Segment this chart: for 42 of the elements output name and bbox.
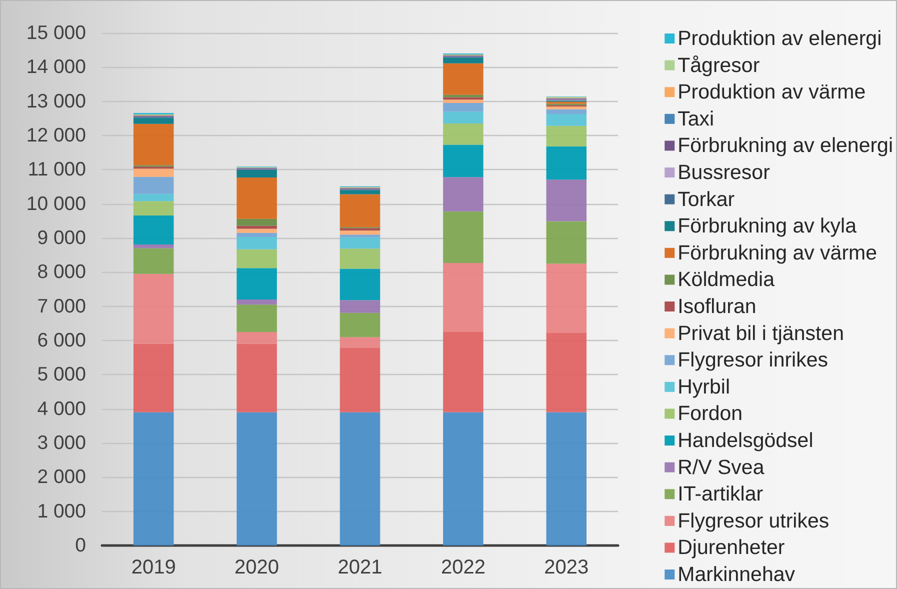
- y-tick-label: 8 000: [37, 261, 86, 284]
- legend-label: Flygresor utrikes: [678, 509, 830, 532]
- y-tick-label: 12 000: [26, 124, 86, 146]
- y-tick-label: 7 000: [37, 295, 86, 318]
- legend-label: Torkar: [678, 188, 735, 211]
- y-tick-label: 2 000: [37, 466, 86, 488]
- y-tick-label: 0: [75, 534, 86, 556]
- legend-label: Bussresor: [678, 161, 770, 184]
- legend-label: Produktion av värme: [678, 80, 866, 104]
- legend-label: Köldmedia: [678, 268, 776, 292]
- x-tick-label: 2022: [440, 556, 486, 578]
- x-tick-label: 2019: [131, 556, 176, 578]
- y-tick-label: 4 000: [37, 398, 86, 420]
- y-tick-label: 5 000: [37, 364, 86, 386]
- legend-label: Markinnehav: [678, 563, 796, 586]
- legend-label: Förbrukning av kyla: [678, 214, 858, 238]
- legend-label: IT-artiklar: [678, 482, 764, 506]
- legend-label: Handelsgödsel: [678, 429, 814, 452]
- legend-label: Taxi: [678, 107, 714, 130]
- y-tick-label: 11 000: [28, 158, 86, 181]
- legend-label: Hyrbil: [678, 375, 730, 398]
- y-tick-label: 14 000: [26, 56, 86, 78]
- y-tick-label: 1 000: [37, 500, 86, 522]
- legend-label: Fordon: [678, 402, 743, 426]
- y-tick-label: 6 000: [37, 330, 86, 352]
- x-tick-label: 2020: [234, 556, 280, 578]
- legend-label: Förbrukning av elenergi: [678, 134, 894, 158]
- legend-label: R/V Svea: [678, 456, 765, 479]
- legend-label: Tågresor: [678, 54, 760, 77]
- legend-label: Förbrukning av värme: [678, 241, 878, 264]
- x-tick-label: 2021: [338, 556, 382, 578]
- y-tick-label: 10 000: [26, 192, 86, 215]
- legend-label: Djurenheter: [678, 536, 785, 560]
- y-tick-label: 13 000: [26, 90, 86, 112]
- y-tick-label: 15 000: [26, 22, 86, 44]
- y-tick-label: 3 000: [37, 432, 86, 454]
- y-tick-label: 9 000: [37, 227, 86, 249]
- legend-label: Privat bil i tjänsten: [678, 322, 844, 345]
- legend-label: Produktion av elenergi: [678, 27, 882, 50]
- legend-label: Flygresor inrikes: [678, 348, 828, 372]
- x-tick-label: 2023: [544, 556, 589, 578]
- legend-label: Isofluran: [678, 295, 756, 318]
